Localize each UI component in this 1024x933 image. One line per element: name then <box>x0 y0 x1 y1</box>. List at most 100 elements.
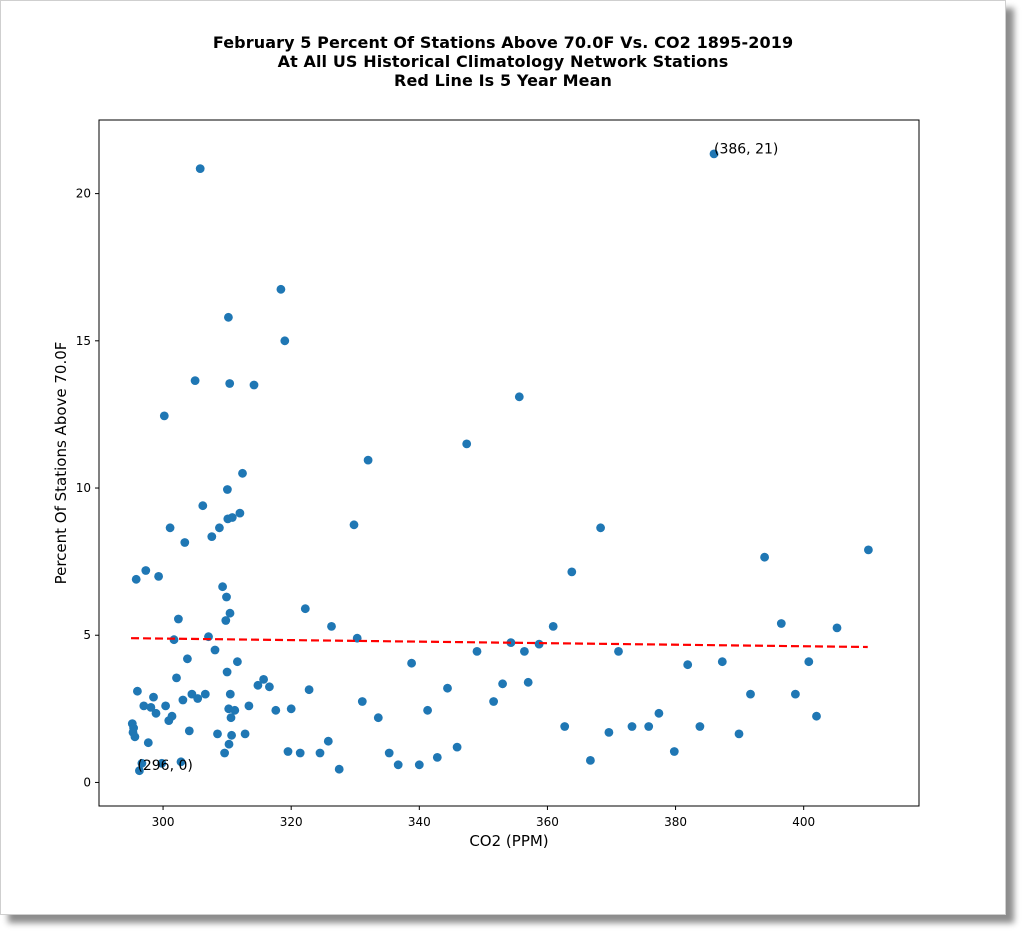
data-point <box>207 532 217 541</box>
data-point <box>226 713 236 723</box>
data-point <box>235 508 245 518</box>
data-point <box>200 689 210 699</box>
data-point <box>432 753 442 762</box>
data-point <box>604 728 614 737</box>
data-point <box>286 704 296 714</box>
data-point <box>130 732 140 742</box>
annotations-layer: (386, 21) (296, 0) <box>137 141 778 774</box>
data-point <box>129 723 139 733</box>
data-point <box>159 411 169 421</box>
data-point <box>760 552 769 562</box>
data-point <box>498 679 507 689</box>
data-point <box>523 677 533 687</box>
data-point <box>176 757 186 767</box>
data-point <box>131 574 141 584</box>
data-point <box>259 675 268 684</box>
data-point <box>300 604 310 614</box>
data-point <box>222 667 232 677</box>
chart-title-line-3: Red Line Is 5 Year Mean <box>394 71 612 90</box>
data-point <box>596 523 605 533</box>
data-point <box>323 736 333 746</box>
data-point <box>283 747 293 756</box>
y-tick-label: 15 <box>76 334 91 348</box>
data-point <box>222 592 231 602</box>
y-axis-label: Percent Of Stations Above 70.0F <box>52 342 70 585</box>
y-tick-label: 5 <box>83 628 91 642</box>
data-point <box>161 701 171 711</box>
data-point <box>644 722 654 731</box>
data-point <box>146 703 156 712</box>
data-point <box>137 758 147 768</box>
scatter-chart: (386, 21) (296, 0) 300 320 340 360 380 400 0 5 1… <box>52 119 920 850</box>
data-point <box>393 760 403 770</box>
point-annotation: (386, 21) <box>714 141 778 157</box>
data-point <box>221 616 231 625</box>
data-point <box>734 729 744 739</box>
data-point <box>627 722 637 731</box>
data-point <box>224 312 233 322</box>
y-tick-label: 0 <box>83 775 91 789</box>
data-point <box>213 729 222 739</box>
data-point <box>240 729 250 739</box>
data-point <box>154 572 164 581</box>
data-point <box>225 689 235 699</box>
data-point <box>443 683 452 693</box>
data-point <box>349 520 359 530</box>
data-point <box>812 711 821 721</box>
data-point <box>864 545 873 555</box>
data-point <box>414 760 424 770</box>
data-point <box>193 694 203 703</box>
data-point <box>489 697 498 706</box>
data-point <box>253 680 263 690</box>
data-point <box>227 513 237 522</box>
data-point <box>215 523 224 533</box>
data-point <box>295 748 305 758</box>
data-point <box>586 756 595 765</box>
data-point <box>271 705 281 715</box>
data-point <box>218 582 228 592</box>
data-point <box>157 758 167 768</box>
data-point <box>695 722 705 731</box>
data-point <box>183 654 192 664</box>
data-point <box>172 673 181 683</box>
data-point <box>178 695 188 705</box>
data-point <box>717 657 727 667</box>
data-point <box>514 392 524 402</box>
figure-frame: February 5 Percent Of Stations Above 70.… <box>0 0 1006 915</box>
data-point <box>520 647 529 656</box>
data-point <box>614 647 623 656</box>
x-tick-label: 380 <box>664 815 687 829</box>
data-point <box>224 739 234 749</box>
data-point <box>276 284 286 294</box>
data-point <box>141 566 151 575</box>
data-point <box>139 701 149 711</box>
data-point <box>174 614 183 624</box>
data-point <box>244 701 254 711</box>
y-tick-label: 20 <box>76 187 91 201</box>
data-point <box>452 742 462 752</box>
data-point <box>151 708 161 718</box>
x-tick-label: 360 <box>536 815 559 829</box>
data-point <box>384 748 394 758</box>
data-point <box>709 149 719 159</box>
data-point <box>223 485 232 494</box>
data-point <box>280 336 290 346</box>
y-axis: 0 5 10 15 20 <box>76 187 99 789</box>
data-point <box>180 538 190 547</box>
data-point <box>233 657 242 667</box>
data-point <box>165 523 175 533</box>
data-point <box>327 622 336 631</box>
data-point <box>683 660 693 670</box>
x-axis: 300 320 340 360 380 400 <box>152 806 815 829</box>
data-point <box>143 738 153 748</box>
data-point <box>669 747 679 756</box>
data-point <box>746 689 755 699</box>
data-point <box>149 692 158 702</box>
data-point <box>133 686 142 696</box>
data-point <box>804 657 814 667</box>
point-annotation: (296, 0) <box>137 758 192 774</box>
data-point <box>225 379 235 388</box>
data-point <box>265 682 274 692</box>
plot-area <box>98 119 920 807</box>
chart-title-line-2: At All US Historical Climatology Network… <box>277 52 729 71</box>
